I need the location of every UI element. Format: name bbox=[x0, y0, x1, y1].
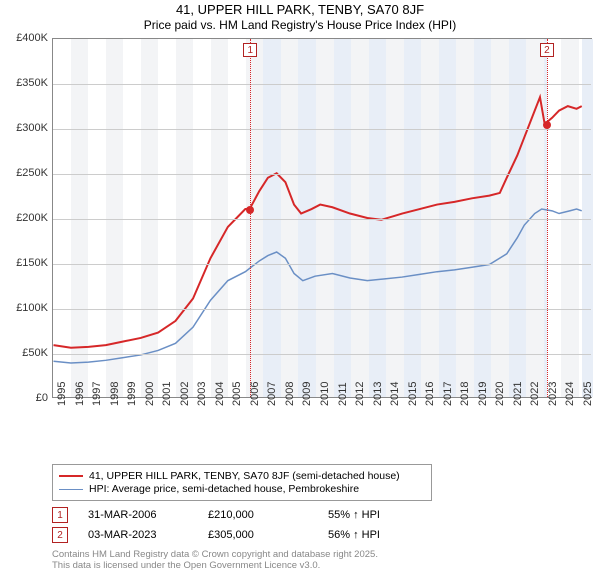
chart-container: 41, UPPER HILL PARK, TENBY, SA70 8JF Pri… bbox=[0, 2, 600, 562]
legend-box: 41, UPPER HILL PARK, TENBY, SA70 8JF (se… bbox=[52, 464, 432, 501]
legend-row: HPI: Average price, semi-detached house,… bbox=[59, 483, 425, 495]
event-row: 1 31-MAR-2006 £210,000 55% ↑ HPI bbox=[52, 507, 600, 523]
chart-title: 41, UPPER HILL PARK, TENBY, SA70 8JF bbox=[0, 2, 600, 17]
plot-area: 12 bbox=[52, 38, 592, 398]
events-table: 1 31-MAR-2006 £210,000 55% ↑ HPI 2 03-MA… bbox=[52, 507, 600, 543]
event-row: 2 03-MAR-2023 £305,000 56% ↑ HPI bbox=[52, 527, 600, 543]
chart-svg bbox=[53, 39, 591, 397]
footer-line: Contains HM Land Registry data © Crown c… bbox=[52, 549, 600, 560]
event-delta: 55% ↑ HPI bbox=[328, 509, 428, 521]
footer: Contains HM Land Registry data © Crown c… bbox=[52, 549, 600, 572]
chart-subtitle: Price paid vs. HM Land Registry's House … bbox=[0, 18, 600, 32]
legend-swatch bbox=[59, 489, 83, 490]
event-price: £305,000 bbox=[208, 529, 308, 541]
legend-row: 41, UPPER HILL PARK, TENBY, SA70 8JF (se… bbox=[59, 470, 425, 482]
legend-label: 41, UPPER HILL PARK, TENBY, SA70 8JF (se… bbox=[89, 470, 400, 482]
event-marker: 1 bbox=[52, 507, 68, 523]
event-delta: 56% ↑ HPI bbox=[328, 529, 428, 541]
footer-line: This data is licensed under the Open Gov… bbox=[52, 560, 600, 571]
legend-swatch bbox=[59, 475, 83, 477]
event-date: 31-MAR-2006 bbox=[88, 509, 188, 521]
plot-wrap: 12 £0£50K£100K£150K£200K£250K£300K£350K£… bbox=[6, 38, 596, 428]
event-price: £210,000 bbox=[208, 509, 308, 521]
event-date: 03-MAR-2023 bbox=[88, 529, 188, 541]
event-marker: 2 bbox=[52, 527, 68, 543]
legend-label: HPI: Average price, semi-detached house,… bbox=[89, 483, 359, 495]
